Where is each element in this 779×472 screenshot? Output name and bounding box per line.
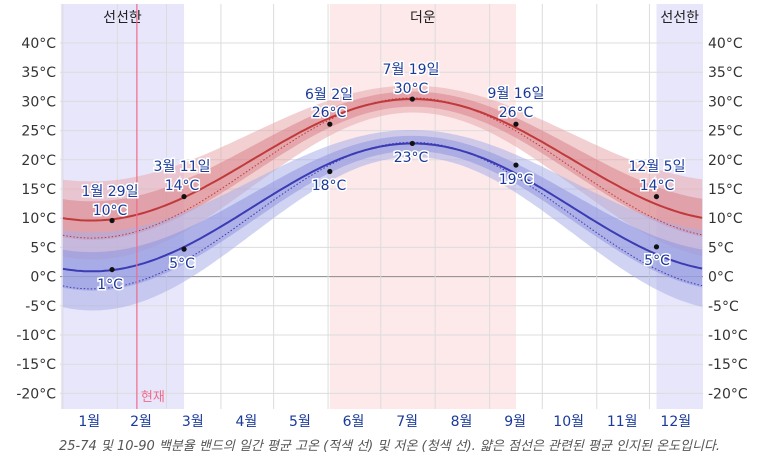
high-point-3 bbox=[409, 96, 415, 102]
low-point-3 bbox=[409, 140, 415, 147]
annotations: 1월 29일 10°C 1°C 3월 11일 14°C 5°C 6월 2일 26°C 18°C 7… bbox=[80, 61, 687, 295]
y-tick-left-4: 20°C bbox=[21, 153, 56, 169]
axis-labels: 40°C 40°C 35°C 35°C 30°C 30°C 25°C 25°C 20°C 20°C… bbox=[16, 36, 748, 430]
y-tick-left-5: 15°C bbox=[21, 182, 56, 198]
y-tick-right-1: 35°C bbox=[708, 65, 743, 81]
season-label-2: 선선한 bbox=[660, 10, 699, 26]
annotation-date-0: 1월 29일 bbox=[82, 184, 139, 200]
month-label-6: 7월 bbox=[396, 414, 418, 430]
y-tick-right-5: 15°C bbox=[708, 182, 743, 198]
month-label-0: 1월 bbox=[78, 414, 100, 430]
low-point-2 bbox=[327, 168, 333, 175]
y-tick-left-3: 25°C bbox=[21, 124, 56, 140]
high-band-10-90 bbox=[62, 85, 703, 260]
y-tick-left-12: -20°C bbox=[16, 386, 56, 402]
low-point-5 bbox=[653, 244, 660, 250]
y-tick-left-0: 40°C bbox=[21, 36, 56, 52]
low-point-1 bbox=[181, 246, 187, 252]
y-tick-right-11: -15°C bbox=[708, 357, 748, 373]
y-tick-right-0: 40°C bbox=[708, 36, 743, 52]
annotation-high-3: 30°C bbox=[394, 81, 429, 97]
series-lines: 현재 bbox=[62, 4, 703, 409]
high-point-0 bbox=[109, 217, 115, 224]
month-label-1: 2월 bbox=[130, 414, 152, 430]
month-label-9: 10월 bbox=[553, 414, 584, 430]
y-tick-left-7: 5°C bbox=[30, 240, 56, 256]
y-tick-left-6: 10°C bbox=[21, 211, 56, 227]
annotation-date-4: 9월 16일 bbox=[488, 86, 545, 102]
season-label-0: 선선한 bbox=[103, 10, 142, 26]
month-label-8: 9월 bbox=[504, 414, 526, 430]
y-tick-right-4: 20°C bbox=[708, 153, 743, 169]
month-label-3: 4월 bbox=[235, 414, 257, 430]
season-band-1 bbox=[329, 4, 516, 409]
annotation-high-4: 26°C bbox=[499, 105, 534, 121]
annotation-low-0: 1°C bbox=[97, 277, 123, 293]
y-tick-left-8: 0°C bbox=[30, 270, 56, 286]
y-tick-right-6: 10°C bbox=[708, 211, 743, 227]
high-point-5 bbox=[653, 193, 660, 200]
low-point-0 bbox=[109, 266, 115, 273]
annotation-date-1: 3월 11일 bbox=[154, 159, 211, 175]
annotation-high-0: 10°C bbox=[93, 203, 128, 219]
y-tick-right-3: 25°C bbox=[708, 124, 743, 140]
low-band-10-90 bbox=[62, 130, 703, 311]
high-point-4 bbox=[513, 121, 519, 127]
annotation-low-4: 19°C bbox=[499, 172, 534, 188]
season-bands: 선선한 더운 선선한 bbox=[60, 4, 703, 409]
percentile-bands bbox=[62, 85, 703, 311]
month-label-11: 12월 bbox=[660, 414, 691, 430]
chart-caption: 25-74 및 10-90 백분율 밴드의 일간 평균 고온 (적색 선) 및 … bbox=[58, 439, 721, 454]
low-mean-line bbox=[62, 142, 703, 273]
season-label-1: 더운 bbox=[410, 10, 436, 26]
high-mean-line bbox=[62, 98, 703, 222]
annotation-low-5: 5°C bbox=[644, 253, 670, 269]
month-label-4: 5월 bbox=[289, 414, 311, 430]
y-tick-left-11: -15°C bbox=[16, 357, 56, 373]
annotation-high-5: 14°C bbox=[640, 178, 675, 194]
y-tick-left-10: -10°C bbox=[16, 328, 56, 344]
annotation-high-1: 14°C bbox=[165, 178, 200, 194]
y-tick-right-2: 30°C bbox=[708, 94, 743, 110]
annotation-date-3: 7월 19일 bbox=[383, 62, 440, 78]
today-label: 현재 bbox=[141, 390, 165, 405]
month-label-7: 8월 bbox=[451, 414, 473, 430]
y-tick-left-2: 30°C bbox=[21, 94, 56, 110]
y-tick-right-9: -5°C bbox=[708, 299, 739, 315]
annotation-date-5: 12월 5일 bbox=[629, 159, 686, 175]
y-tick-right-10: -10°C bbox=[708, 328, 748, 344]
annotation-low-3: 23°C bbox=[394, 150, 429, 166]
high-point-2 bbox=[327, 121, 333, 127]
month-label-2: 3월 bbox=[182, 414, 204, 430]
high-point-1 bbox=[181, 193, 187, 200]
month-label-5: 6월 bbox=[343, 414, 365, 430]
month-label-10: 11월 bbox=[607, 414, 638, 430]
y-tick-right-7: 5°C bbox=[708, 240, 734, 256]
annotation-low-1: 5°C bbox=[169, 256, 195, 272]
high-band-25-74 bbox=[62, 91, 703, 240]
annotation-high-2: 26°C bbox=[312, 105, 347, 121]
annotation-date-2: 6월 2일 bbox=[305, 87, 353, 103]
low-band-25-74 bbox=[62, 135, 703, 291]
y-tick-right-8: 0°C bbox=[708, 270, 734, 286]
y-tick-left-1: 35°C bbox=[21, 65, 56, 81]
y-tick-right-12: -20°C bbox=[708, 386, 748, 402]
low-point-4 bbox=[513, 162, 519, 168]
y-tick-left-9: -5°C bbox=[25, 299, 56, 315]
annotation-low-2: 18°C bbox=[312, 178, 347, 194]
